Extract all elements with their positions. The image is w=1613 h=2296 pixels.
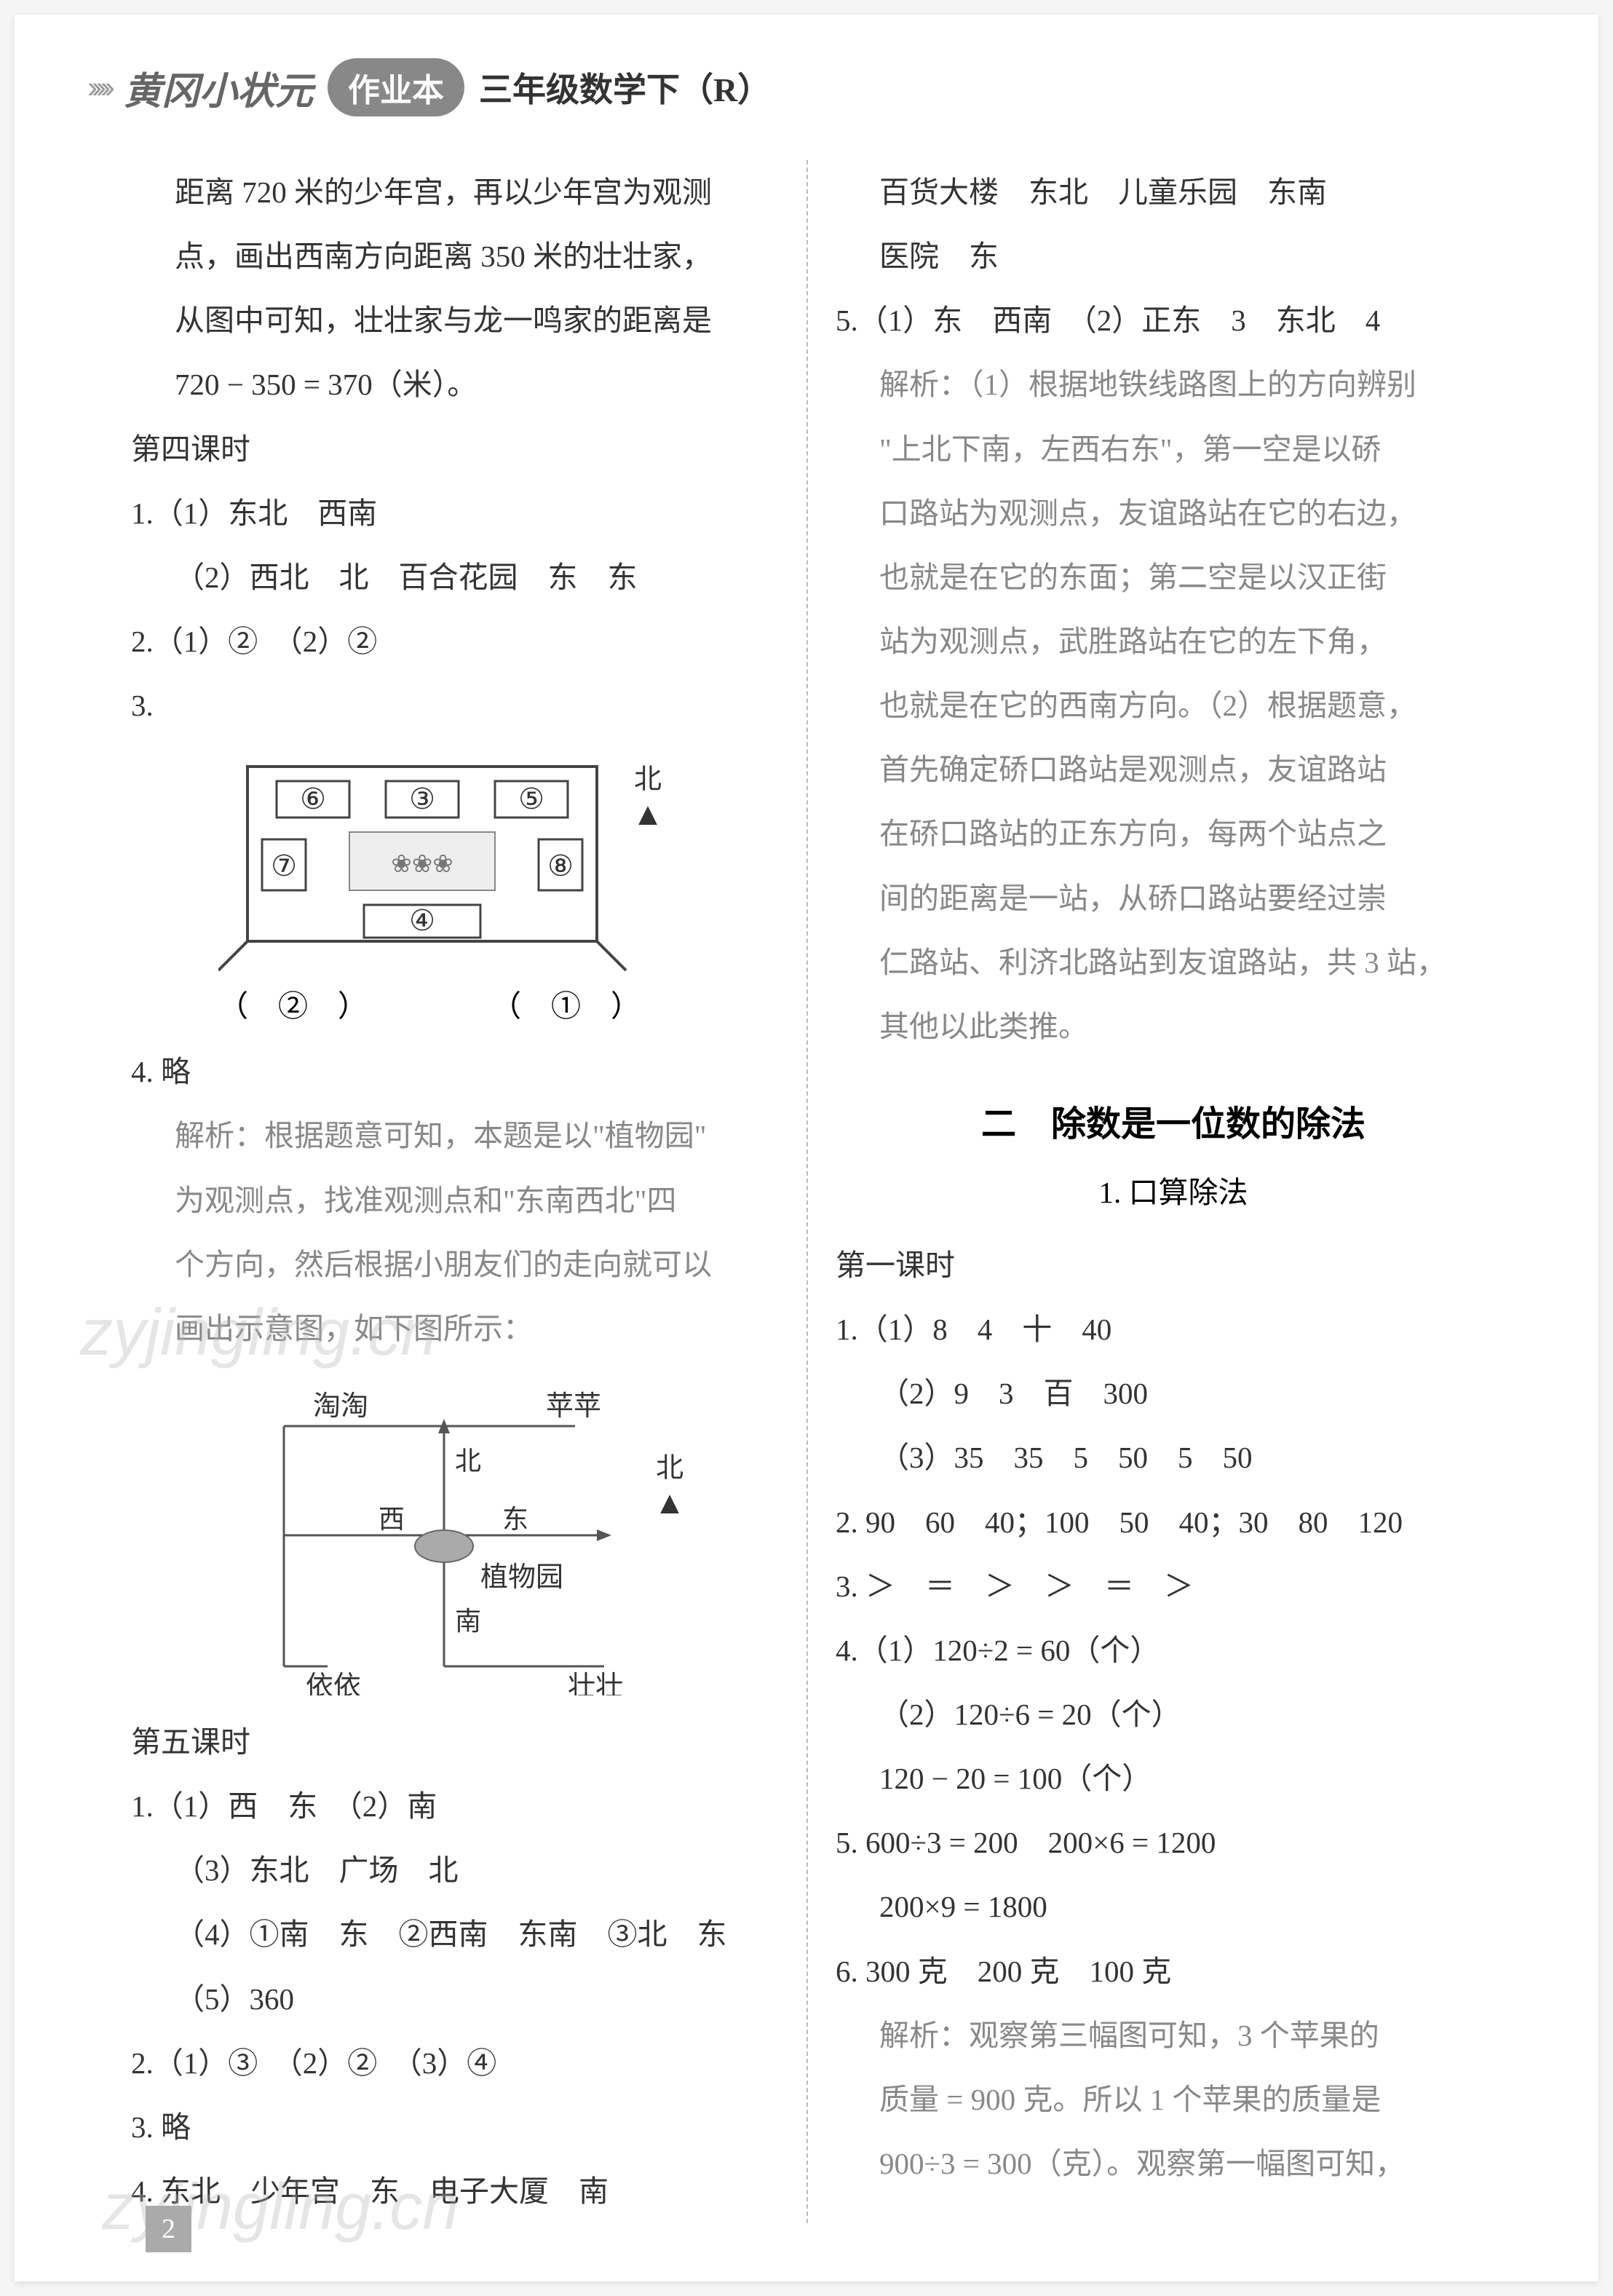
content-columns: 距离 720 米的少年宫，再以少年宫为观测 点，画出西南方向距离 350 米的壮… — [87, 160, 1526, 2223]
page-header: ››››› 黄冈小状元 作业本 三年级数学下（R） — [87, 58, 1526, 131]
label-5: ⑤ — [518, 783, 544, 815]
brand-name: 黄冈小状元 — [124, 60, 313, 115]
answer-line: 6. 300 克 200 克 100 克 — [836, 1939, 1511, 2003]
analysis-line: 站为观测点，武胜路站在它的左下角， — [836, 609, 1511, 673]
answer-line: 2. 90 60 40；100 50 40；30 80 120 — [836, 1490, 1511, 1554]
answer-line: 医院 东 — [836, 224, 1511, 288]
analysis-line: 解析：根据题意可知，本题是以"植物园" — [131, 1104, 777, 1168]
answer-line: 2.（1）③ （2）② （3）④ — [131, 2031, 777, 2095]
answer-line: 200×9 = 1800 — [836, 1875, 1511, 1939]
answer-line: 3. 略 — [131, 2095, 777, 2159]
analysis-line: 质量 = 900 克。所以 1 个苹果的质量是 — [836, 2067, 1511, 2131]
lesson-heading: 第四课时 — [131, 417, 777, 481]
text-line: 720 − 350 = 370（米）。 — [131, 352, 777, 416]
svg-text:南: 南 — [455, 1607, 481, 1636]
label-3: ③ — [409, 783, 435, 815]
answer-line: （2）西北 北 百合花园 东 东 — [131, 545, 777, 609]
answer-line: （2）9 3 百 300 — [836, 1361, 1511, 1425]
svg-text:淘淘: 淘淘 — [313, 1391, 368, 1422]
left-column: 距离 720 米的少年宫，再以少年宫为观测 点，画出西南方向距离 350 米的壮… — [87, 160, 806, 2223]
answer-line: （2）120÷6 = 20（个） — [836, 1682, 1511, 1746]
diagram-label-right: （ ① ） — [491, 981, 641, 1025]
column-divider — [806, 160, 808, 2223]
lesson-heading: 第五课时 — [131, 1710, 777, 1774]
room-diagram: ⑥ ③ ⑤ ⑦ ⑧ ❀❀❀ ④ 北 — [218, 752, 777, 1025]
page: ››››› 黄冈小状元 作业本 三年级数学下（R） 距离 720 米的少年宫，再… — [15, 15, 1598, 2281]
answer-line: 5. 600÷3 = 200 200×6 = 1200 — [836, 1810, 1511, 1875]
analysis-line: 仁路站、利济北路站到友谊路站，共 3 站， — [836, 930, 1511, 994]
analysis-line: 也就是在它的东面；第二空是以汉正街 — [836, 545, 1511, 609]
page-title: 三年级数学下（R） — [479, 63, 771, 111]
answer-line: 1.（1）东北 西南 — [131, 481, 777, 545]
diagram-label-left: （ ② ） — [218, 981, 368, 1025]
analysis-line: 其他以此类推。 — [836, 994, 1511, 1058]
lesson-heading: 第一课时 — [836, 1233, 1511, 1297]
analysis-line: 画出示意图，如下图所示： — [131, 1297, 777, 1361]
north-label: 北 — [634, 764, 662, 795]
svg-text:植物园: 植物园 — [480, 1562, 563, 1593]
analysis-line: 解析：观察第三幅图可知，3 个苹果的 — [836, 2003, 1511, 2067]
answer-line: 5.（1）东 西南 （2）正东 3 东北 4 — [836, 288, 1511, 352]
answer-line: （3）35 35 5 50 5 50 — [836, 1425, 1511, 1489]
label-7: ⑦ — [271, 850, 297, 882]
chevron-icon: ››››› — [87, 70, 109, 105]
subsection-title: 1. 口算除法 — [836, 1168, 1511, 1211]
svg-text:苹苹: 苹苹 — [546, 1391, 601, 1422]
answer-line: 4. 略 — [131, 1040, 777, 1104]
analysis-line: 个方向，然后根据小朋友们的走向就可以 — [131, 1232, 777, 1297]
svg-text:北: 北 — [455, 1446, 481, 1476]
answer-line: 3. ＞ ＝ ＞ ＞ ＝ ＞ — [836, 1554, 1511, 1618]
answer-line: 120 − 20 = 100（个） — [836, 1746, 1511, 1810]
answer-line: 4.（1）120÷2 = 60（个） — [836, 1618, 1511, 1682]
analysis-line: 间的距离是一站，从硚口路站要经过崇 — [836, 866, 1511, 930]
svg-text:北: 北 — [656, 1453, 683, 1484]
page-number: 2 — [146, 2206, 191, 2252]
svg-text:▲: ▲ — [632, 796, 664, 832]
analysis-line: 为观测点，找准观测点和"东南西北"四 — [131, 1168, 777, 1232]
answer-line: 4. 东北 少年宫 东 电子大厦 南 — [131, 2159, 777, 2223]
answer-line: （5）360 — [131, 1967, 777, 2031]
direction-diagram: 淘淘 苹苹 依依 壮壮 北 南 西 东 植物园 北 ▲ — [262, 1375, 728, 1695]
answer-line: （3）东北 广场 北 — [131, 1838, 777, 1902]
svg-text:❀❀❀: ❀❀❀ — [391, 851, 453, 878]
svg-text:西: 西 — [379, 1505, 405, 1534]
answer-line: （4）①南 东 ②西南 东南 ③北 东 — [131, 1902, 777, 1966]
label-4: ④ — [409, 904, 435, 937]
label-8: ⑧ — [547, 850, 574, 882]
svg-text:壮壮: 壮壮 — [568, 1671, 623, 1695]
svg-text:▲: ▲ — [654, 1485, 686, 1521]
svg-text:东: 东 — [502, 1505, 528, 1534]
analysis-line: 在硚口路站的正东方向，每两个站点之 — [836, 801, 1511, 866]
badge: 作业本 — [328, 58, 464, 116]
analysis-line: "上北下南，左西右东"，第一空是以硚 — [836, 417, 1511, 481]
analysis-line: 900÷3 = 300（克）。观察第一幅图可知， — [836, 2131, 1511, 2196]
answer-line: 3. — [131, 673, 777, 737]
answer-line: 1.（1）西 东 （2）南 — [131, 1774, 777, 1838]
svg-text:依依: 依依 — [306, 1671, 361, 1695]
analysis-line: 口路站为观测点，友谊路站在它的右边， — [836, 481, 1511, 545]
section-title: 二 除数是一位数的除法 — [836, 1095, 1511, 1146]
analysis-line: 也就是在它的西南方向。（2）根据题意， — [836, 673, 1511, 737]
text-line: 距离 720 米的少年宫，再以少年宫为观测 — [131, 160, 777, 224]
right-column: 百货大楼 东北 儿童乐园 东南 医院 东 5.（1）东 西南 （2）正东 3 东… — [806, 160, 1526, 2223]
answer-line: 百货大楼 东北 儿童乐园 东南 — [836, 160, 1511, 224]
text-line: 点，画出西南方向距离 350 米的壮壮家， — [131, 224, 777, 288]
analysis-line: 解析：（1）根据地铁线路图上的方向辨别 — [836, 352, 1511, 416]
answer-line: 1.（1）8 4 十 40 — [836, 1297, 1511, 1361]
label-6: ⑥ — [300, 783, 326, 815]
text-line: 从图中可知，壮壮家与龙一鸣家的距离是 — [131, 288, 777, 352]
analysis-line: 首先确定硚口路站是观测点，友谊路站 — [836, 737, 1511, 801]
answer-line: 2.（1）② （2）② — [131, 609, 777, 673]
